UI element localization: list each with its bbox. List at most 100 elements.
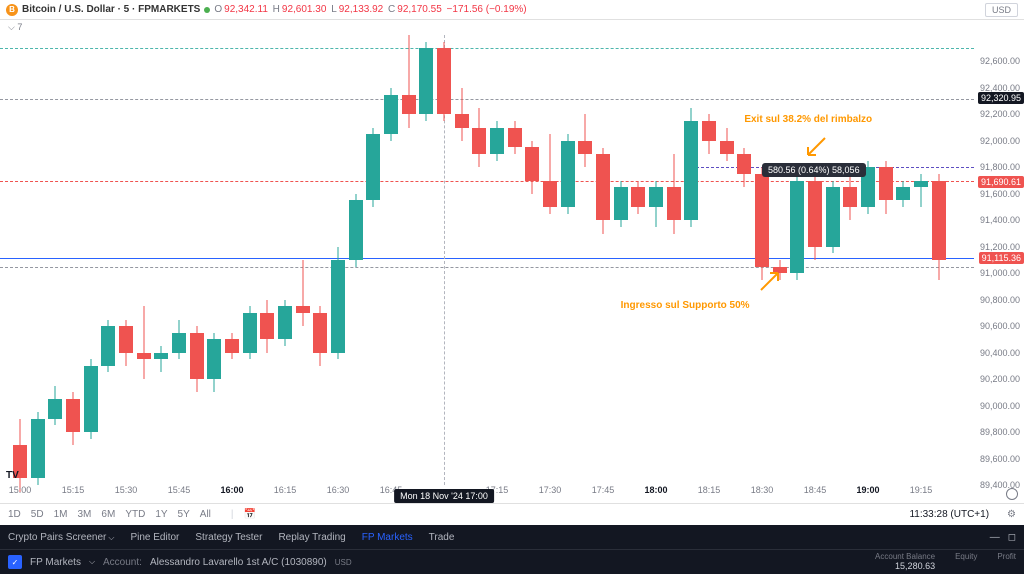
chart-annotation[interactable]: Exit sul 38.2% del rimbalzo [744, 114, 872, 125]
settings-icon[interactable]: ⚙ [1007, 509, 1016, 520]
timeframe-6m[interactable]: 6M [101, 509, 115, 520]
candle[interactable] [278, 300, 292, 346]
calendar-icon[interactable]: 📅 [244, 509, 256, 520]
candle[interactable] [84, 359, 98, 438]
candle[interactable] [154, 346, 168, 372]
tab-strategy-tester[interactable]: Strategy Tester [195, 532, 262, 543]
currency-badge[interactable]: USD [985, 3, 1018, 17]
timezone-icon[interactable] [1006, 488, 1018, 500]
timeframe-3m[interactable]: 3M [78, 509, 92, 520]
candle[interactable] [914, 174, 928, 207]
candle[interactable] [790, 174, 804, 280]
tab-pine-editor[interactable]: Pine Editor [130, 532, 179, 543]
candle[interactable] [543, 134, 557, 213]
candle[interactable] [137, 306, 151, 379]
y-axis-label: 91,400.00 [980, 215, 1020, 225]
candle[interactable] [702, 114, 716, 154]
candle[interactable] [755, 167, 769, 280]
candle[interactable] [490, 121, 504, 161]
price-badge: 92,320.95 [978, 92, 1024, 104]
timeframe-1m[interactable]: 1M [54, 509, 68, 520]
candle[interactable] [384, 88, 398, 141]
broker-name[interactable]: FP Markets [30, 557, 81, 568]
timeframe-5y[interactable]: 5Y [178, 509, 190, 520]
candle[interactable] [720, 128, 734, 161]
price-badge: 91,690.61 [978, 176, 1024, 188]
candle[interactable] [614, 181, 628, 227]
y-axis-label: 90,600.00 [980, 321, 1020, 331]
horizontal-line[interactable] [0, 258, 974, 259]
tab-fp-markets[interactable]: FP Markets [362, 532, 413, 543]
candle[interactable] [366, 128, 380, 207]
timeframe-5d[interactable]: 5D [31, 509, 44, 520]
minimize-icon[interactable]: — [990, 532, 1000, 543]
candle[interactable] [313, 306, 327, 366]
arrow-icon[interactable] [800, 133, 830, 163]
candle[interactable] [684, 108, 698, 227]
candle[interactable] [31, 412, 45, 485]
candle[interactable] [190, 326, 204, 392]
candle[interactable] [843, 174, 857, 220]
tab-replay-trading[interactable]: Replay Trading [278, 532, 345, 543]
timeframe-all[interactable]: All [200, 509, 211, 520]
maximize-icon[interactable]: ◻ [1008, 532, 1016, 543]
indicator-row[interactable]: ⌵ 7 [0, 20, 1024, 35]
timeframe-1d[interactable]: 1D [8, 509, 21, 520]
candle[interactable] [172, 320, 186, 360]
candle[interactable] [419, 42, 433, 121]
candle[interactable] [48, 386, 62, 426]
timeframe-1y[interactable]: 1Y [155, 509, 167, 520]
candle[interactable] [455, 88, 469, 141]
candle[interactable] [596, 148, 610, 234]
account-stat: Profit [997, 553, 1016, 572]
candle[interactable] [631, 181, 645, 214]
candle[interactable] [879, 161, 893, 214]
candle[interactable] [296, 260, 310, 326]
candle[interactable] [826, 181, 840, 254]
candle[interactable] [667, 154, 681, 233]
candle[interactable] [243, 306, 257, 359]
x-axis[interactable]: 15:0015:1515:3015:4516:0016:1516:3016:45… [0, 485, 974, 503]
candle[interactable] [561, 134, 575, 213]
symbol-name[interactable]: Bitcoin / U.S. Dollar · 5 · FPMARKETS [22, 4, 200, 15]
arrow-icon[interactable] [756, 265, 786, 295]
candle[interactable] [649, 181, 663, 227]
tab-trade[interactable]: Trade [429, 532, 455, 543]
candle[interactable] [207, 333, 221, 393]
candle[interactable] [225, 333, 239, 359]
y-axis-label: 89,600.00 [980, 454, 1020, 464]
x-axis-label: 17:45 [592, 485, 615, 495]
candle[interactable] [578, 114, 592, 167]
y-axis[interactable]: 89,400.0089,600.0089,800.0090,000.0090,2… [974, 35, 1024, 485]
candle[interactable] [437, 42, 451, 121]
horizontal-line[interactable] [0, 99, 974, 100]
candle[interactable] [508, 121, 522, 154]
candle[interactable] [525, 141, 539, 194]
candle[interactable] [331, 247, 345, 360]
tab-crypto-pairs-screener[interactable]: Crypto Pairs Screener⌵ [8, 532, 114, 543]
x-axis-label: 18:15 [698, 485, 721, 495]
candle[interactable] [472, 108, 486, 168]
candle[interactable] [402, 35, 416, 128]
horizontal-line[interactable] [0, 267, 974, 268]
chart-annotation[interactable]: Ingresso sul Supporto 50% [621, 300, 750, 311]
candle[interactable] [737, 148, 751, 188]
x-axis-label: 15:45 [168, 485, 191, 495]
candle[interactable] [349, 194, 363, 267]
horizontal-line[interactable] [0, 48, 974, 49]
broker-icon: ✓ [8, 555, 22, 569]
candle[interactable] [932, 174, 946, 280]
candle[interactable] [260, 300, 274, 353]
chart-area[interactable]: 580.56 (0.64%) 58,056Exit sul 38.2% del … [0, 35, 1024, 503]
account-name[interactable]: Alessandro Lavarello 1st A/C (1030890) [150, 557, 327, 568]
timeframe-ytd[interactable]: YTD [125, 509, 145, 520]
x-axis-label: 18:45 [804, 485, 827, 495]
candle[interactable] [66, 392, 80, 445]
y-axis-label: 90,800.00 [980, 295, 1020, 305]
candle[interactable] [896, 181, 910, 207]
candle[interactable] [808, 167, 822, 260]
candle[interactable] [119, 320, 133, 366]
y-axis-label: 91,000.00 [980, 268, 1020, 278]
candle[interactable] [101, 320, 115, 373]
y-axis-label: 90,400.00 [980, 348, 1020, 358]
